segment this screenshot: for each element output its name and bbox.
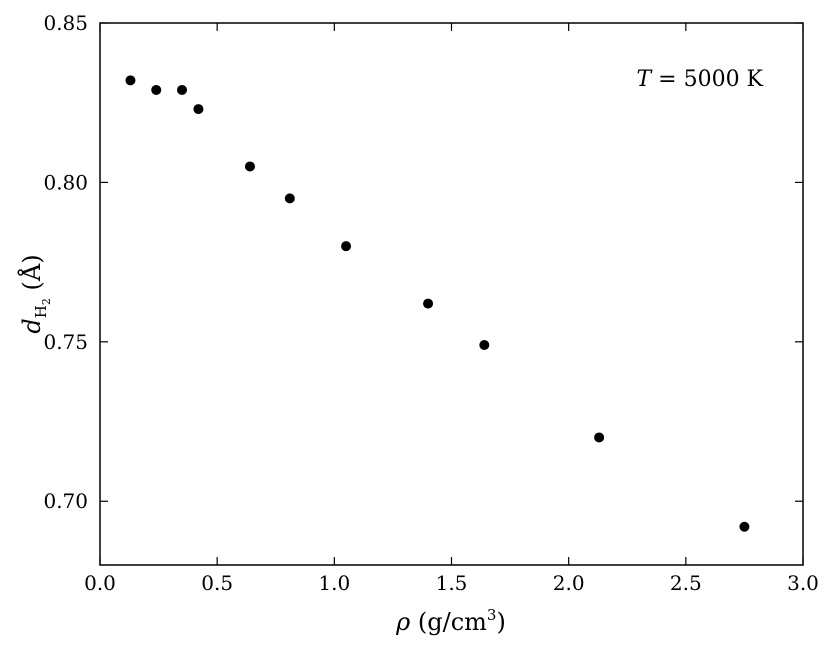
data-point <box>739 521 750 532</box>
data-point <box>244 161 255 172</box>
x-axis-unit-suffix: ) <box>496 608 505 636</box>
x-tick-label: 1.5 <box>436 571 468 595</box>
data-point <box>193 104 204 115</box>
x-tick-label: 2.5 <box>670 571 702 595</box>
y-tick-label: 0.70 <box>43 489 88 513</box>
x-axis-title: ρ (g/cm3) <box>395 606 506 636</box>
plot-frame <box>99 22 804 566</box>
data-point <box>423 298 434 309</box>
data-point <box>177 84 188 95</box>
data-point <box>341 241 352 252</box>
annotation-rest: = 5000 K <box>651 67 763 92</box>
data-point <box>594 432 605 443</box>
y-axis-sub: H <box>32 305 50 318</box>
y-axis-subsub: 2 <box>40 298 53 305</box>
data-point <box>479 340 490 351</box>
x-tick-label: 1.0 <box>318 571 350 595</box>
x-axis-ticks: 0.0 0.5 1.0 1.5 2.0 2.5 3.0 <box>84 23 819 595</box>
y-axis-title: dH2 (Å) <box>17 254 53 333</box>
data-point <box>151 84 162 95</box>
x-tick-label: 0.0 <box>84 571 116 595</box>
y-axis-symbol: d <box>18 318 46 333</box>
y-tick-label: 0.80 <box>43 170 88 194</box>
y-tick-label: 0.85 <box>43 11 88 35</box>
y-axis-ticks: 0.70 0.75 0.80 0.85 <box>43 11 803 513</box>
x-tick-label: 2.0 <box>553 571 585 595</box>
data-point <box>284 193 295 204</box>
y-tick-label: 0.75 <box>43 330 88 354</box>
data-point <box>125 75 136 86</box>
x-tick-label: 0.5 <box>201 571 233 595</box>
temperature-annotation: T = 5000 K <box>636 67 763 92</box>
data-points <box>125 75 750 532</box>
x-axis-unit-sup: 3 <box>487 606 497 624</box>
x-axis-unit-prefix: (g/cm <box>410 608 487 636</box>
x-tick-label: 3.0 <box>787 571 819 595</box>
y-axis-unit: (Å) <box>17 254 46 298</box>
x-axis-symbol: ρ <box>395 608 410 636</box>
annotation-symbol: T <box>636 67 653 92</box>
